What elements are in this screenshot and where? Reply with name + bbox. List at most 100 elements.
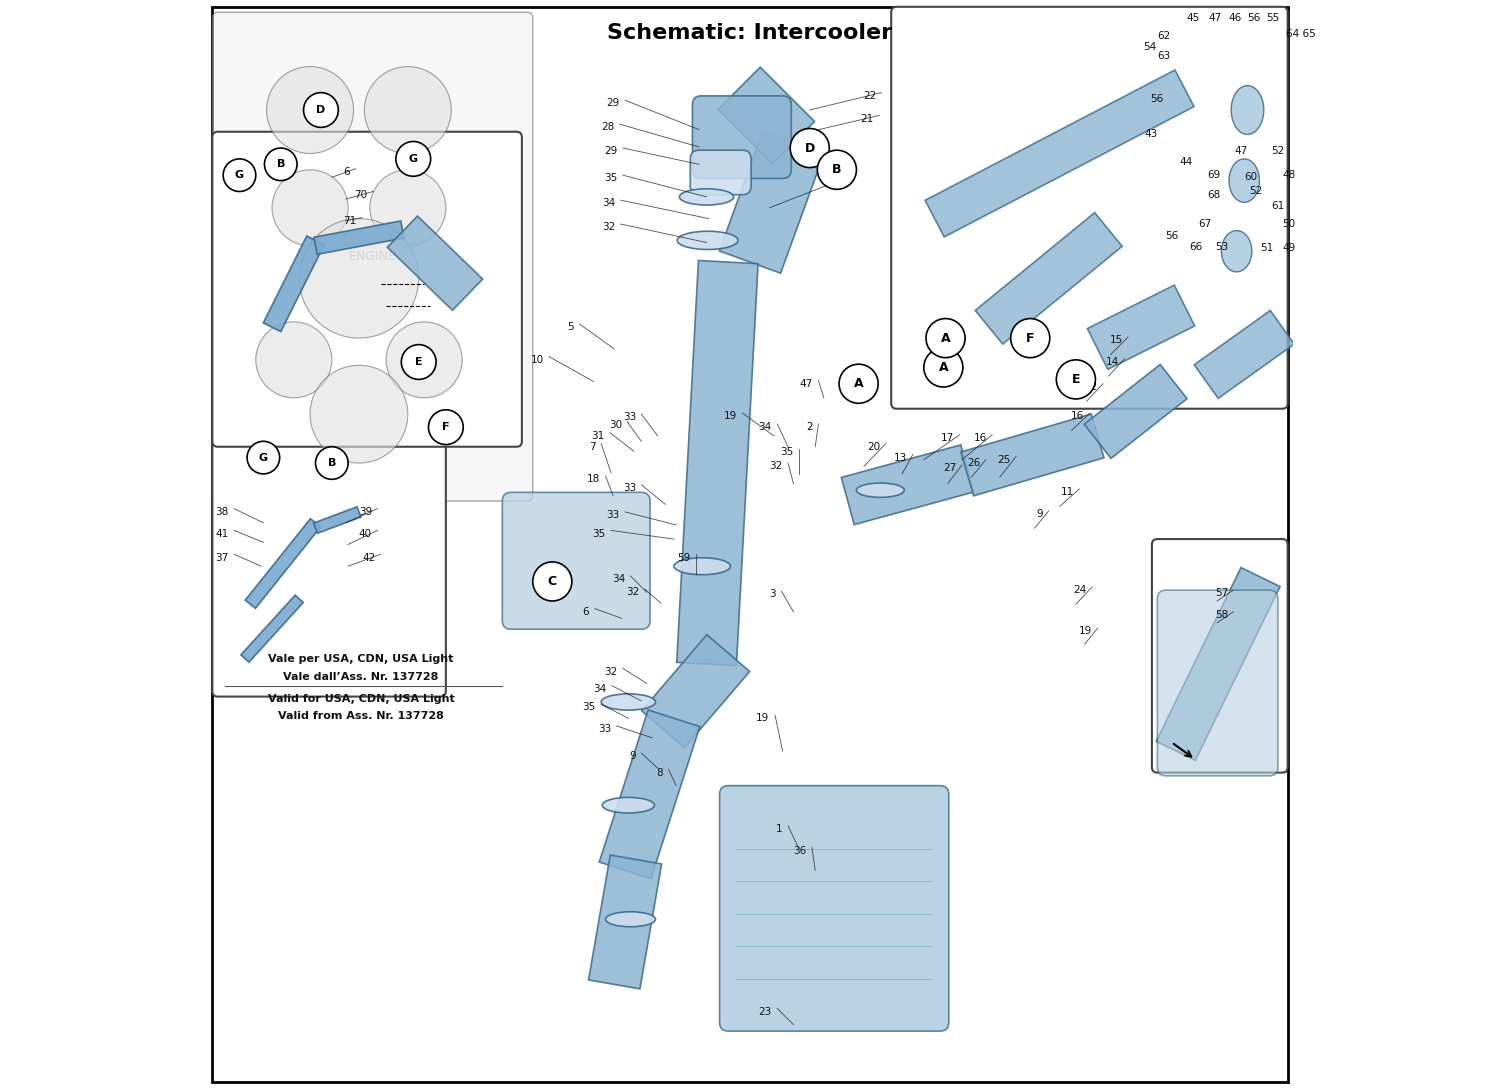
Circle shape (224, 159, 256, 192)
Circle shape (790, 129, 830, 168)
Text: E: E (1078, 368, 1084, 378)
Text: ENGINE: ENGINE (350, 250, 398, 264)
Circle shape (256, 322, 332, 397)
Circle shape (248, 441, 279, 474)
Text: 55: 55 (1266, 13, 1280, 23)
Text: G: G (260, 453, 268, 463)
Text: D: D (804, 142, 814, 155)
Text: Valid for USA, CDN, USA Light: Valid for USA, CDN, USA Light (268, 694, 454, 703)
FancyBboxPatch shape (1152, 539, 1287, 772)
Text: 7: 7 (590, 442, 596, 452)
Circle shape (310, 365, 408, 463)
Text: 19: 19 (1078, 626, 1092, 636)
Circle shape (315, 446, 348, 479)
Text: B: B (833, 163, 842, 176)
Text: 21: 21 (861, 113, 874, 124)
Text: 9: 9 (1036, 509, 1044, 519)
Text: 33: 33 (622, 484, 636, 493)
Text: 57: 57 (1215, 588, 1228, 598)
Text: 10: 10 (531, 355, 543, 365)
Circle shape (264, 148, 297, 181)
Circle shape (924, 347, 963, 387)
Text: G: G (408, 154, 419, 163)
Text: 13: 13 (894, 453, 908, 463)
Text: 1: 1 (776, 824, 783, 834)
Ellipse shape (602, 694, 656, 710)
Text: F: F (442, 423, 450, 432)
Text: 34: 34 (759, 423, 771, 432)
Text: 6: 6 (344, 167, 351, 176)
FancyBboxPatch shape (690, 150, 752, 195)
Text: E: E (416, 357, 423, 367)
Text: 32: 32 (626, 587, 639, 597)
Text: A: A (939, 360, 948, 374)
PathPatch shape (244, 518, 321, 609)
Text: 18: 18 (586, 475, 600, 485)
Text: Vale dall’Ass. Nr. 137728: Vale dall’Ass. Nr. 137728 (284, 672, 440, 682)
Circle shape (839, 364, 878, 403)
Text: 20: 20 (867, 442, 880, 452)
Text: 37: 37 (216, 552, 228, 563)
Text: 4: 4 (842, 173, 848, 183)
Text: 36: 36 (794, 846, 807, 856)
Text: 23: 23 (759, 1006, 771, 1016)
PathPatch shape (676, 260, 758, 665)
Ellipse shape (856, 484, 904, 498)
Circle shape (272, 170, 348, 246)
Text: 41: 41 (216, 528, 228, 539)
Circle shape (303, 93, 339, 127)
Text: Valid from Ass. Nr. 137728: Valid from Ass. Nr. 137728 (278, 711, 444, 721)
Text: 16: 16 (974, 433, 987, 443)
FancyBboxPatch shape (213, 12, 532, 501)
Ellipse shape (606, 911, 656, 927)
Text: 38: 38 (216, 506, 228, 517)
Text: 51: 51 (1260, 243, 1274, 253)
Text: 39: 39 (358, 506, 372, 517)
Ellipse shape (1232, 86, 1264, 134)
Text: 68: 68 (1208, 189, 1221, 199)
PathPatch shape (1084, 365, 1186, 458)
Text: 11: 11 (1060, 488, 1074, 498)
FancyBboxPatch shape (720, 785, 950, 1031)
Text: 14: 14 (1106, 357, 1119, 367)
Text: 50: 50 (1282, 219, 1296, 229)
Text: 32: 32 (770, 462, 783, 472)
Text: 43: 43 (1144, 129, 1158, 139)
Text: D: D (316, 105, 326, 115)
Text: 27: 27 (944, 464, 957, 474)
PathPatch shape (926, 70, 1194, 237)
Text: B: B (327, 458, 336, 468)
Text: 63: 63 (1158, 51, 1170, 61)
Ellipse shape (680, 188, 734, 205)
Circle shape (926, 319, 964, 357)
PathPatch shape (264, 236, 324, 332)
Text: 17: 17 (940, 433, 954, 443)
PathPatch shape (1156, 567, 1280, 760)
Text: Vale per USA, CDN, USA Light: Vale per USA, CDN, USA Light (268, 653, 454, 663)
Ellipse shape (1228, 159, 1260, 203)
Text: 62: 62 (1158, 32, 1170, 41)
Text: 53: 53 (1215, 242, 1228, 252)
PathPatch shape (842, 445, 974, 525)
Text: 52: 52 (1272, 146, 1284, 157)
FancyBboxPatch shape (1158, 590, 1278, 775)
Text: 52: 52 (1250, 186, 1263, 196)
Circle shape (532, 562, 572, 601)
Text: 60: 60 (1244, 172, 1257, 182)
Text: 44: 44 (1179, 157, 1192, 167)
Ellipse shape (676, 231, 738, 249)
Text: 34: 34 (602, 198, 615, 208)
Text: 26: 26 (968, 458, 981, 468)
Ellipse shape (603, 797, 654, 813)
Text: 35: 35 (780, 448, 794, 457)
Text: 59: 59 (676, 552, 690, 563)
Text: B: B (276, 159, 285, 169)
Text: 5: 5 (567, 322, 574, 332)
Text: 29: 29 (604, 146, 618, 157)
Text: 30: 30 (609, 420, 622, 430)
Text: 69: 69 (1208, 170, 1221, 180)
Circle shape (396, 142, 430, 176)
Text: 70: 70 (354, 189, 368, 199)
Text: A: A (853, 377, 864, 390)
Ellipse shape (1221, 231, 1252, 272)
